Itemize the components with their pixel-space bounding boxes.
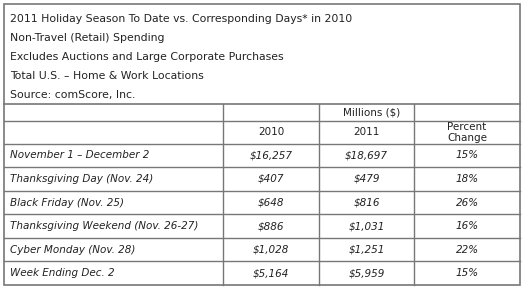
Text: $5,164: $5,164 <box>253 268 289 278</box>
Text: 22%: 22% <box>455 245 478 255</box>
Text: Percent
Change: Percent Change <box>447 121 487 143</box>
Text: November 1 – December 2: November 1 – December 2 <box>10 150 149 160</box>
Text: Black Friday (Nov. 25): Black Friday (Nov. 25) <box>10 198 124 208</box>
Text: Millions ($): Millions ($) <box>343 108 400 117</box>
Text: $886: $886 <box>258 221 285 231</box>
Text: $1,028: $1,028 <box>253 245 289 255</box>
Text: 16%: 16% <box>455 221 478 231</box>
Text: $479: $479 <box>353 174 380 184</box>
Text: Week Ending Dec. 2: Week Ending Dec. 2 <box>10 268 115 278</box>
Text: Non-Travel (Retail) Spending: Non-Travel (Retail) Spending <box>10 33 165 43</box>
Text: 15%: 15% <box>455 268 478 278</box>
Text: 15%: 15% <box>455 150 478 160</box>
Text: 26%: 26% <box>455 198 478 208</box>
Text: $5,959: $5,959 <box>348 268 385 278</box>
Text: $648: $648 <box>258 198 285 208</box>
Text: Cyber Monday (Nov. 28): Cyber Monday (Nov. 28) <box>10 245 135 255</box>
Text: 18%: 18% <box>455 174 478 184</box>
Text: $18,697: $18,697 <box>345 150 388 160</box>
Text: $16,257: $16,257 <box>249 150 292 160</box>
Text: $1,251: $1,251 <box>348 245 385 255</box>
Text: Excludes Auctions and Large Corporate Purchases: Excludes Auctions and Large Corporate Pu… <box>10 52 283 62</box>
Text: Thanksgiving Weekend (Nov. 26-27): Thanksgiving Weekend (Nov. 26-27) <box>10 221 199 231</box>
Text: 2010: 2010 <box>258 127 284 137</box>
Text: $407: $407 <box>258 174 285 184</box>
Text: Source: comScore, Inc.: Source: comScore, Inc. <box>10 90 135 100</box>
Text: $816: $816 <box>353 198 380 208</box>
Text: $1,031: $1,031 <box>348 221 385 231</box>
Text: 2011: 2011 <box>353 127 380 137</box>
Text: 2011 Holiday Season To Date vs. Corresponding Days* in 2010: 2011 Holiday Season To Date vs. Correspo… <box>10 14 352 24</box>
Text: Thanksgiving Day (Nov. 24): Thanksgiving Day (Nov. 24) <box>10 174 153 184</box>
Text: Total U.S. – Home & Work Locations: Total U.S. – Home & Work Locations <box>10 71 204 81</box>
